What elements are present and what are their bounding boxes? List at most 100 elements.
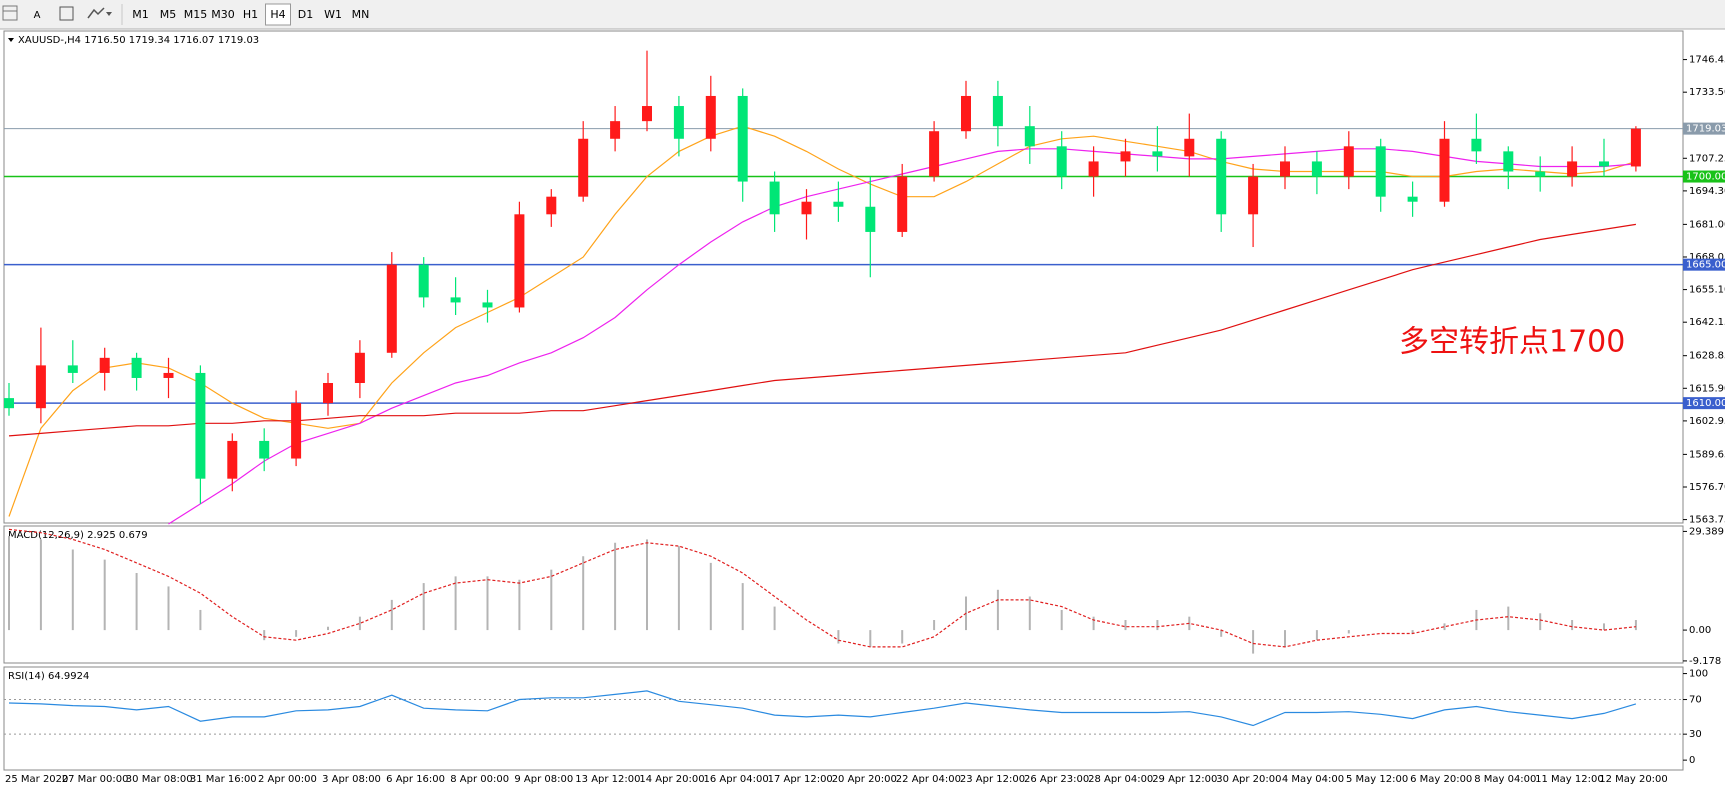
x-tick-label: 3 Apr 08:00 <box>322 774 381 785</box>
x-tick-label: 30 Mar 08:00 <box>126 774 193 785</box>
x-tick-label: 6 May 20:00 <box>1410 774 1472 785</box>
candle-body <box>1216 138 1227 215</box>
candle-body <box>1024 126 1035 147</box>
candle-body <box>929 131 940 177</box>
x-tick-label: 22 Apr 04:00 <box>896 774 961 785</box>
candle-body <box>642 106 652 122</box>
candle-body <box>1599 161 1609 167</box>
candle-body <box>450 297 461 303</box>
icon-dropdown[interactable] <box>106 12 112 16</box>
candle-body <box>418 264 429 298</box>
annotation: 多空转折点1700 <box>1399 325 1625 360</box>
candle-body <box>897 176 908 232</box>
period-label[interactable]: H1 <box>243 8 258 21</box>
candle-body <box>514 214 525 308</box>
candle-body <box>482 302 493 308</box>
period-label[interactable]: M5 <box>160 8 177 21</box>
period-label[interactable]: M15 <box>184 8 208 21</box>
icon-grid <box>2 5 18 21</box>
candle-body <box>833 201 844 207</box>
x-tick-label: 2 Apr 00:00 <box>258 774 317 785</box>
y-tick-label: 1602.95 <box>1689 416 1725 427</box>
y-tick-label: 1694.30 <box>1689 186 1725 197</box>
period-label[interactable]: M1 <box>132 8 149 21</box>
x-tick-label: 8 Apr 00:00 <box>450 774 509 785</box>
y-tick-label: 1746.45 <box>1689 55 1725 66</box>
y-tick-label: 1563.75 <box>1689 515 1725 526</box>
icon-text-box[interactable] <box>59 6 74 21</box>
period-label[interactable]: M30 <box>211 8 235 21</box>
y-tick-label: 1576.70 <box>1689 482 1725 493</box>
x-tick-label: 26 Apr 23:00 <box>1024 774 1089 785</box>
text-tool[interactable]: A <box>34 10 41 21</box>
y-tick-label: 1642.15 <box>1689 317 1725 328</box>
candle-body <box>1056 146 1067 177</box>
candle-body <box>163 372 174 378</box>
y-tick-label: 1655.10 <box>1689 285 1725 296</box>
macd-title: MACD(12,26,9) 2.925 0.679 <box>8 530 148 541</box>
candle-body <box>35 365 46 409</box>
toolbar <box>0 0 1725 29</box>
candle-body <box>546 196 557 215</box>
icon-shapes[interactable] <box>87 7 105 19</box>
y-tick-label: 29.389 <box>1689 526 1724 537</box>
candle-body <box>1375 146 1386 197</box>
candle-body <box>67 365 78 373</box>
candle-body <box>705 95 716 139</box>
x-tick-label: 28 Apr 04:00 <box>1088 774 1153 785</box>
chart-header: XAUUSD-,H4 1716.50 1719.34 1716.07 1719.… <box>18 35 259 46</box>
candle-body <box>1184 138 1195 157</box>
candle-body <box>801 201 812 215</box>
y-tick-label: -9.178 <box>1689 656 1721 667</box>
x-tick-label: 12 May 20:00 <box>1599 774 1668 785</box>
candle-body <box>386 264 397 353</box>
price-level-label: 1719.03 <box>1686 124 1725 135</box>
price-level-label: 1610.00 <box>1686 398 1725 409</box>
x-tick-label: 4 May 04:00 <box>1282 774 1344 785</box>
candle-body <box>578 138 589 197</box>
candle-body <box>1535 171 1546 177</box>
candle-body <box>610 121 621 139</box>
price-level-label: 1700.00 <box>1686 172 1725 183</box>
candle-body <box>1280 161 1290 177</box>
candle-body <box>961 95 971 132</box>
candle-body <box>1088 161 1099 177</box>
x-tick-label: 25 Mar 2020 <box>5 774 68 785</box>
moving-average <box>8 223 1636 437</box>
candle-body <box>354 352 365 384</box>
candle-body <box>1407 196 1418 202</box>
price-level-tag <box>1683 122 1725 135</box>
period-label[interactable]: W1 <box>324 8 342 21</box>
period-label[interactable]: H4 <box>270 8 285 21</box>
period-label[interactable]: D1 <box>298 8 313 21</box>
x-tick-label: 20 Apr 20:00 <box>832 774 897 785</box>
y-tick-label: 1628.85 <box>1689 351 1725 362</box>
macd-panel <box>3 525 1684 664</box>
header-arrow <box>8 38 14 42</box>
candle-body <box>1630 128 1641 167</box>
x-tick-label: 8 May 04:00 <box>1474 774 1536 785</box>
x-tick-label: 14 Apr 20:00 <box>639 774 704 785</box>
candle-body <box>4 398 14 409</box>
y-tick-label: 1589.65 <box>1689 449 1725 460</box>
candle-body <box>1120 151 1131 162</box>
candle-body <box>291 403 302 459</box>
x-tick-label: 9 Apr 08:00 <box>514 774 573 785</box>
x-tick-label: 6 Apr 16:00 <box>386 774 445 785</box>
y-tick-label: 1615.90 <box>1689 383 1725 394</box>
candle-body <box>259 440 270 459</box>
y-tick-label: 0.00 <box>1689 625 1711 636</box>
y-tick-label: 1668.05 <box>1689 252 1725 263</box>
candle-body <box>1567 161 1578 177</box>
period-button[interactable] <box>265 3 291 26</box>
rsi-line <box>8 690 1637 727</box>
x-tick-label: 11 May 12:00 <box>1535 774 1604 785</box>
x-tick-label: 17 Apr 12:00 <box>768 774 833 785</box>
main-panel <box>3 30 1684 524</box>
period-label[interactable]: MN <box>352 8 370 21</box>
candle-body <box>195 372 206 479</box>
candle-body <box>1311 161 1322 177</box>
candle-body <box>131 357 142 378</box>
